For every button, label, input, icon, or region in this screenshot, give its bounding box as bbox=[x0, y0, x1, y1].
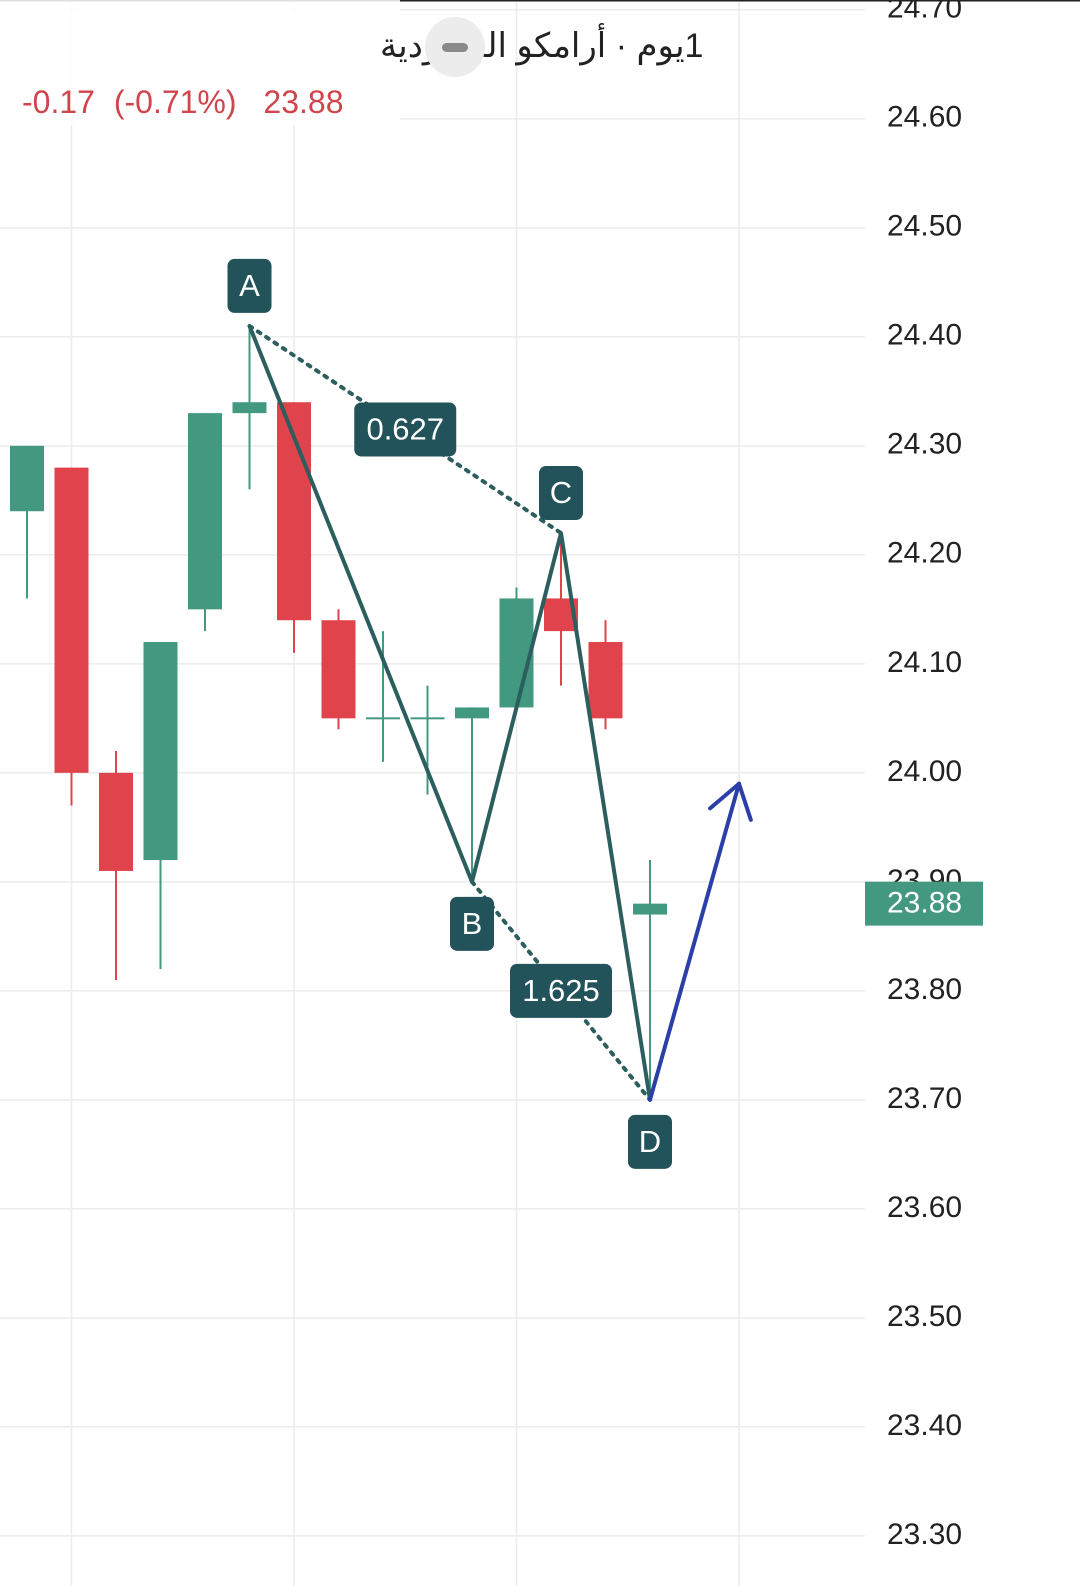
point-box bbox=[450, 896, 494, 951]
candle-body bbox=[321, 620, 356, 719]
y-tick-label: 24.70 bbox=[887, 0, 962, 25]
point-box bbox=[227, 258, 272, 313]
y-tick-label: 23.80 bbox=[887, 973, 962, 1006]
point-label: B bbox=[462, 906, 483, 941]
candle-body bbox=[366, 717, 400, 720]
y-tick-label: 23.50 bbox=[887, 1300, 962, 1333]
y-tick-label: 23.60 bbox=[887, 1191, 962, 1224]
point-box bbox=[539, 466, 583, 521]
candle-body bbox=[232, 402, 267, 414]
price-tag bbox=[865, 881, 983, 926]
candle-body bbox=[588, 642, 623, 719]
arrow-head bbox=[737, 781, 753, 822]
candle-body bbox=[499, 598, 534, 708]
y-tick-label: 24.50 bbox=[887, 210, 962, 243]
y-tick-label: 24.30 bbox=[887, 428, 962, 461]
candle-body bbox=[633, 903, 667, 915]
ratio-label: 1.625 bbox=[522, 973, 600, 1008]
change-pct: (-0.71%) bbox=[114, 84, 237, 120]
y-tick-label: 24.60 bbox=[887, 101, 962, 134]
ratio-line bbox=[247, 323, 563, 536]
candle-body bbox=[188, 413, 222, 610]
point-label: C bbox=[550, 475, 572, 510]
last-price: 23.88 bbox=[263, 84, 343, 120]
y-tick-label: 24.20 bbox=[887, 537, 962, 570]
point-box bbox=[628, 1114, 672, 1169]
y-tick-label: 23.30 bbox=[887, 1518, 962, 1551]
candle-body bbox=[455, 707, 489, 719]
y-tick-label: 24.10 bbox=[887, 646, 962, 679]
price-tag-label: 23.88 bbox=[887, 887, 962, 920]
candle-body bbox=[410, 717, 445, 720]
ratio-box bbox=[354, 402, 457, 457]
arrow-head bbox=[708, 781, 741, 811]
candle-body bbox=[143, 642, 178, 861]
ratio-box bbox=[510, 963, 612, 1018]
y-tick-label: 23.70 bbox=[887, 1082, 962, 1115]
pattern-line bbox=[247, 325, 652, 1101]
candle-body bbox=[10, 445, 44, 512]
candle-body bbox=[99, 772, 133, 871]
projection-arrow bbox=[648, 781, 741, 1102]
y-tick-label: 24.40 bbox=[887, 319, 962, 352]
point-label: A bbox=[239, 268, 260, 303]
point-label: D bbox=[639, 1124, 661, 1159]
plot-layer bbox=[10, 325, 667, 1100]
header-bg bbox=[0, 0, 400, 125]
overlay-layer: 24.70 24.60 24.50 24.40 24.30 24.20 24.10 24.00… bbox=[227, 0, 983, 1551]
collapse-icon bbox=[442, 43, 468, 52]
ratio-label: 0.627 bbox=[366, 412, 444, 447]
y-tick-label: 23.40 bbox=[887, 1409, 962, 1442]
change: -0.17 bbox=[22, 84, 95, 120]
y-tick-label: 24.00 bbox=[887, 755, 962, 788]
price-change: -0.17 (-0.71%) 23.88 bbox=[22, 84, 344, 120]
candle-body bbox=[54, 467, 89, 773]
